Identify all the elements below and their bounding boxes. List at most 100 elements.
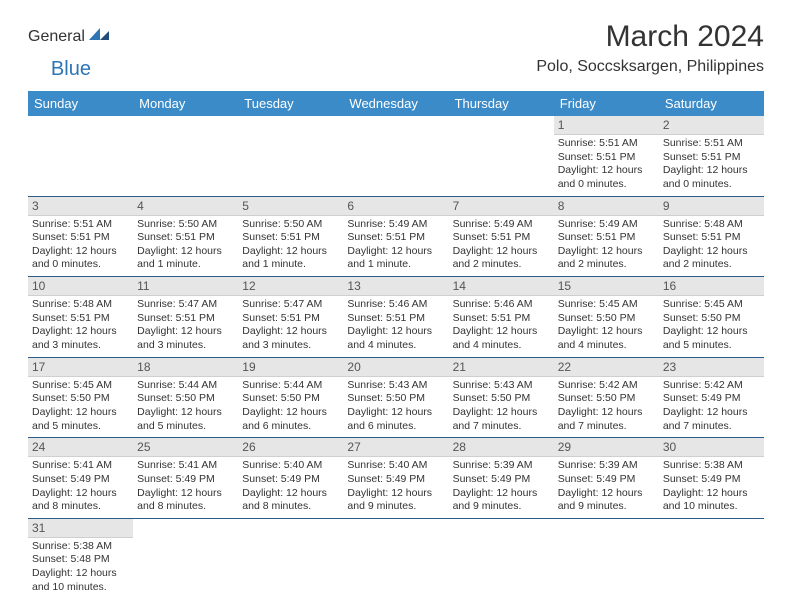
day-number: 1	[554, 116, 659, 135]
calendar-day-cell: 17Sunrise: 5:45 AMSunset: 5:50 PMDayligh…	[28, 357, 133, 438]
calendar-day-cell: 18Sunrise: 5:44 AMSunset: 5:50 PMDayligh…	[133, 357, 238, 438]
day-number: 27	[343, 438, 448, 457]
calendar-day-cell	[238, 518, 343, 598]
day-number: 18	[133, 358, 238, 377]
calendar-day-cell: 15Sunrise: 5:45 AMSunset: 5:50 PMDayligh…	[554, 277, 659, 358]
day-number: 31	[28, 519, 133, 538]
calendar-day-cell: 31Sunrise: 5:38 AMSunset: 5:48 PMDayligh…	[28, 518, 133, 598]
day-number: 6	[343, 197, 448, 216]
calendar-day-cell: 28Sunrise: 5:39 AMSunset: 5:49 PMDayligh…	[449, 438, 554, 519]
calendar-day-cell: 26Sunrise: 5:40 AMSunset: 5:49 PMDayligh…	[238, 438, 343, 519]
calendar-day-cell	[133, 518, 238, 598]
day-number: 3	[28, 197, 133, 216]
day-details: Sunrise: 5:46 AMSunset: 5:51 PMDaylight:…	[343, 296, 448, 357]
dayhead-thu: Thursday	[449, 91, 554, 116]
day-number: 9	[659, 197, 764, 216]
calendar-week-row: 10Sunrise: 5:48 AMSunset: 5:51 PMDayligh…	[28, 277, 764, 358]
day-details: Sunrise: 5:38 AMSunset: 5:49 PMDaylight:…	[659, 457, 764, 518]
calendar-day-cell: 27Sunrise: 5:40 AMSunset: 5:49 PMDayligh…	[343, 438, 448, 519]
day-number: 8	[554, 197, 659, 216]
calendar-day-cell: 2Sunrise: 5:51 AMSunset: 5:51 PMDaylight…	[659, 116, 764, 196]
day-number: 11	[133, 277, 238, 296]
calendar-day-cell: 12Sunrise: 5:47 AMSunset: 5:51 PMDayligh…	[238, 277, 343, 358]
calendar-day-cell: 24Sunrise: 5:41 AMSunset: 5:49 PMDayligh…	[28, 438, 133, 519]
dayhead-mon: Monday	[133, 91, 238, 116]
calendar-day-cell	[238, 116, 343, 196]
calendar-day-cell	[28, 116, 133, 196]
day-details: Sunrise: 5:44 AMSunset: 5:50 PMDaylight:…	[238, 377, 343, 438]
day-details: Sunrise: 5:49 AMSunset: 5:51 PMDaylight:…	[343, 216, 448, 277]
day-details: Sunrise: 5:42 AMSunset: 5:50 PMDaylight:…	[554, 377, 659, 438]
calendar-day-cell: 29Sunrise: 5:39 AMSunset: 5:49 PMDayligh…	[554, 438, 659, 519]
day-details: Sunrise: 5:46 AMSunset: 5:51 PMDaylight:…	[449, 296, 554, 357]
day-details: Sunrise: 5:45 AMSunset: 5:50 PMDaylight:…	[554, 296, 659, 357]
day-number: 10	[28, 277, 133, 296]
day-details: Sunrise: 5:45 AMSunset: 5:50 PMDaylight:…	[659, 296, 764, 357]
day-details: Sunrise: 5:41 AMSunset: 5:49 PMDaylight:…	[133, 457, 238, 518]
calendar-day-cell	[449, 518, 554, 598]
day-details: Sunrise: 5:49 AMSunset: 5:51 PMDaylight:…	[554, 216, 659, 277]
calendar-day-cell: 21Sunrise: 5:43 AMSunset: 5:50 PMDayligh…	[449, 357, 554, 438]
calendar-day-cell: 13Sunrise: 5:46 AMSunset: 5:51 PMDayligh…	[343, 277, 448, 358]
calendar-day-cell: 22Sunrise: 5:42 AMSunset: 5:50 PMDayligh…	[554, 357, 659, 438]
day-number: 19	[238, 358, 343, 377]
day-number: 29	[554, 438, 659, 457]
day-details: Sunrise: 5:51 AMSunset: 5:51 PMDaylight:…	[28, 216, 133, 277]
day-details: Sunrise: 5:47 AMSunset: 5:51 PMDaylight:…	[238, 296, 343, 357]
day-details: Sunrise: 5:40 AMSunset: 5:49 PMDaylight:…	[343, 457, 448, 518]
calendar-day-cell: 4Sunrise: 5:50 AMSunset: 5:51 PMDaylight…	[133, 196, 238, 277]
day-number: 20	[343, 358, 448, 377]
day-details: Sunrise: 5:51 AMSunset: 5:51 PMDaylight:…	[659, 135, 764, 196]
day-details: Sunrise: 5:43 AMSunset: 5:50 PMDaylight:…	[343, 377, 448, 438]
location-subtitle: Polo, Soccsksargen, Philippines	[536, 58, 764, 76]
dayhead-wed: Wednesday	[343, 91, 448, 116]
day-details: Sunrise: 5:39 AMSunset: 5:49 PMDaylight:…	[554, 457, 659, 518]
calendar-day-cell: 9Sunrise: 5:48 AMSunset: 5:51 PMDaylight…	[659, 196, 764, 277]
day-details: Sunrise: 5:48 AMSunset: 5:51 PMDaylight:…	[659, 216, 764, 277]
day-details: Sunrise: 5:48 AMSunset: 5:51 PMDaylight:…	[28, 296, 133, 357]
calendar-week-row: 3Sunrise: 5:51 AMSunset: 5:51 PMDaylight…	[28, 196, 764, 277]
calendar-day-cell: 1Sunrise: 5:51 AMSunset: 5:51 PMDaylight…	[554, 116, 659, 196]
day-details: Sunrise: 5:40 AMSunset: 5:49 PMDaylight:…	[238, 457, 343, 518]
calendar-day-cell: 14Sunrise: 5:46 AMSunset: 5:51 PMDayligh…	[449, 277, 554, 358]
day-details: Sunrise: 5:42 AMSunset: 5:49 PMDaylight:…	[659, 377, 764, 438]
logo-text-general: General	[28, 28, 85, 46]
day-number: 5	[238, 197, 343, 216]
day-details: Sunrise: 5:41 AMSunset: 5:49 PMDaylight:…	[28, 457, 133, 518]
calendar-day-cell: 10Sunrise: 5:48 AMSunset: 5:51 PMDayligh…	[28, 277, 133, 358]
day-details: Sunrise: 5:47 AMSunset: 5:51 PMDaylight:…	[133, 296, 238, 357]
month-title: March 2024	[536, 20, 764, 54]
calendar-day-cell: 7Sunrise: 5:49 AMSunset: 5:51 PMDaylight…	[449, 196, 554, 277]
day-number: 22	[554, 358, 659, 377]
day-number: 23	[659, 358, 764, 377]
calendar-day-cell	[659, 518, 764, 598]
calendar-day-cell: 30Sunrise: 5:38 AMSunset: 5:49 PMDayligh…	[659, 438, 764, 519]
day-number: 30	[659, 438, 764, 457]
day-details: Sunrise: 5:51 AMSunset: 5:51 PMDaylight:…	[554, 135, 659, 196]
day-details: Sunrise: 5:50 AMSunset: 5:51 PMDaylight:…	[238, 216, 343, 277]
calendar-day-cell: 8Sunrise: 5:49 AMSunset: 5:51 PMDaylight…	[554, 196, 659, 277]
day-details: Sunrise: 5:38 AMSunset: 5:48 PMDaylight:…	[28, 538, 133, 599]
dayhead-sun: Sunday	[28, 91, 133, 116]
calendar-day-cell	[133, 116, 238, 196]
day-details: Sunrise: 5:45 AMSunset: 5:50 PMDaylight:…	[28, 377, 133, 438]
calendar-day-cell: 5Sunrise: 5:50 AMSunset: 5:51 PMDaylight…	[238, 196, 343, 277]
logo-flag-icon	[89, 26, 111, 47]
day-details: Sunrise: 5:44 AMSunset: 5:50 PMDaylight:…	[133, 377, 238, 438]
day-details: Sunrise: 5:43 AMSunset: 5:50 PMDaylight:…	[449, 377, 554, 438]
day-header-row: Sunday Monday Tuesday Wednesday Thursday…	[28, 91, 764, 116]
calendar-day-cell: 19Sunrise: 5:44 AMSunset: 5:50 PMDayligh…	[238, 357, 343, 438]
calendar-day-cell	[343, 518, 448, 598]
day-number: 4	[133, 197, 238, 216]
logo-text-blue: Blue	[51, 58, 91, 81]
day-number: 16	[659, 277, 764, 296]
day-number: 12	[238, 277, 343, 296]
day-number: 7	[449, 197, 554, 216]
calendar-week-row: 17Sunrise: 5:45 AMSunset: 5:50 PMDayligh…	[28, 357, 764, 438]
calendar-day-cell: 3Sunrise: 5:51 AMSunset: 5:51 PMDaylight…	[28, 196, 133, 277]
day-details: Sunrise: 5:39 AMSunset: 5:49 PMDaylight:…	[449, 457, 554, 518]
calendar-week-row: 31Sunrise: 5:38 AMSunset: 5:48 PMDayligh…	[28, 518, 764, 598]
calendar-week-row: 1Sunrise: 5:51 AMSunset: 5:51 PMDaylight…	[28, 116, 764, 196]
day-number: 28	[449, 438, 554, 457]
day-details: Sunrise: 5:50 AMSunset: 5:51 PMDaylight:…	[133, 216, 238, 277]
